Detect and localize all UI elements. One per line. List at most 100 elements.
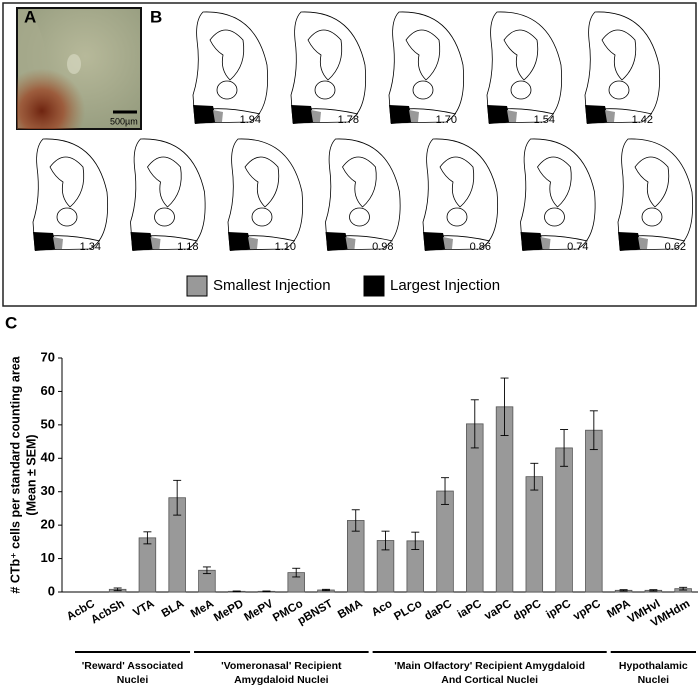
error-bar — [589, 410, 598, 451]
x-tick-label: vpPC — [571, 598, 602, 623]
error-bar — [232, 590, 241, 593]
panel-label: B — [150, 7, 162, 26]
lesion-smallest — [507, 110, 517, 122]
x-tick-label: daPC — [423, 598, 454, 623]
group-label: 'Vomeronasal' Recipient — [221, 660, 342, 672]
brain-section: 0.98 — [325, 138, 401, 253]
brain-section: 1.54 — [486, 11, 562, 126]
section-label: 1.10 — [275, 241, 296, 253]
y-tick-label: 70 — [41, 349, 55, 364]
error-bar — [262, 590, 271, 593]
error-bar — [411, 531, 420, 550]
lesion-smallest — [443, 237, 453, 249]
section-outline — [544, 207, 565, 227]
legend: Smallest Injection Largest Injection — [186, 275, 500, 297]
lesion-largest — [130, 232, 155, 251]
brain-section: 1.94 — [192, 11, 268, 126]
lesion-smallest — [605, 110, 615, 122]
x-tick-label: BLA — [160, 598, 186, 620]
lesion-largest — [228, 232, 252, 251]
group-label: Nuclei — [117, 674, 149, 686]
section-outline — [314, 80, 336, 100]
y-tick-label: 60 — [41, 383, 55, 398]
section-label: 1.18 — [177, 241, 198, 253]
group-label: 'Main Olfactory' Recipient Amygdaloid — [394, 660, 585, 672]
section-outline — [49, 156, 85, 208]
x-tick-label: VTA — [131, 598, 156, 619]
section-outline — [227, 138, 303, 251]
section-label: 1.42 — [632, 114, 653, 126]
lesion-smallest — [409, 110, 419, 122]
section-outline — [325, 138, 401, 251]
y-tick-label: 10 — [41, 550, 55, 565]
group-label: 'Reward' Associated — [82, 660, 183, 672]
error-bar — [530, 462, 539, 491]
section-label: 0.74 — [567, 241, 588, 253]
section-outline — [405, 29, 441, 81]
section-label: 0.98 — [372, 241, 393, 253]
brain-section: 1.78 — [290, 11, 366, 126]
error-bar — [113, 587, 122, 592]
legend-label: Largest Injection — [390, 277, 500, 294]
y-axis-label: (Mean ± SEM) — [24, 434, 38, 515]
brain-section: 1.34 — [32, 138, 108, 253]
lesion-smallest — [213, 110, 223, 122]
error-bar — [143, 531, 152, 545]
section-outline — [641, 207, 663, 227]
x-tick-label: vaPC — [483, 598, 514, 623]
group-label: And Cortical Nuclei — [441, 674, 538, 686]
brain-section: 0.62 — [617, 138, 693, 253]
bar-chart: 0 10 20 30 40 50 60 70 # CTb⁺ cells per standard… — [8, 349, 698, 686]
section-outline — [608, 80, 630, 100]
section-outline — [251, 207, 273, 227]
group-label: Hypothalamic — [619, 660, 688, 672]
error-bar — [679, 586, 688, 591]
error-bar — [202, 566, 211, 575]
legend-label: Smallest Injection — [213, 277, 331, 294]
brain-section: 1.18 — [130, 138, 206, 253]
error-bar — [560, 429, 569, 467]
x-tick-label: MePD — [212, 598, 246, 624]
section-outline — [422, 138, 498, 251]
panel-frame — [2, 2, 697, 307]
x-tick-label: Aco — [370, 598, 395, 619]
lesion-smallest — [248, 237, 258, 249]
lesion-smallest — [540, 237, 551, 249]
bar — [138, 537, 157, 593]
y-axis-label: # CTb⁺ cells per standard counting area — [8, 355, 22, 593]
lesion-largest — [33, 232, 57, 251]
error-bar — [351, 509, 360, 532]
x-tick-label: AcbSh — [89, 598, 127, 627]
panel-label: A — [24, 7, 36, 26]
brain-sections: 1.94 1.78 1.70 1.54 1.42 1.34 1.18 1.10 0.98 0.86… — [32, 11, 693, 253]
lesion-smallest — [53, 237, 63, 249]
x-tick-label: MePV — [242, 598, 275, 624]
y-tick-label: 0 — [48, 583, 55, 598]
section-label: 0.62 — [665, 241, 686, 253]
photo — [16, 7, 142, 130]
section-outline — [147, 156, 182, 208]
lesion-largest — [193, 105, 217, 124]
group-label: Nuclei — [638, 674, 670, 686]
section-outline — [32, 138, 108, 251]
x-tick-label: PLCo — [392, 598, 424, 623]
x-tick-label: MeA — [189, 598, 216, 621]
error-bar — [649, 589, 658, 592]
section-label: 1.94 — [240, 114, 261, 126]
bar — [585, 429, 603, 593]
x-tick-label: ipPC — [544, 598, 573, 621]
error-bar — [619, 589, 628, 592]
y-tick-label: 40 — [41, 450, 55, 465]
x-tick-label: BMA — [336, 598, 365, 621]
section-outline — [510, 80, 532, 100]
section-label: 1.54 — [534, 114, 555, 126]
section-outline — [130, 138, 206, 251]
section-outline — [503, 29, 539, 81]
section-outline — [56, 207, 78, 227]
section-outline — [342, 156, 377, 208]
section-outline — [446, 207, 468, 227]
brain-section: 1.70 — [388, 11, 464, 126]
y-tick-label: 30 — [41, 483, 55, 498]
section-outline — [617, 138, 693, 251]
section-outline — [601, 29, 637, 81]
